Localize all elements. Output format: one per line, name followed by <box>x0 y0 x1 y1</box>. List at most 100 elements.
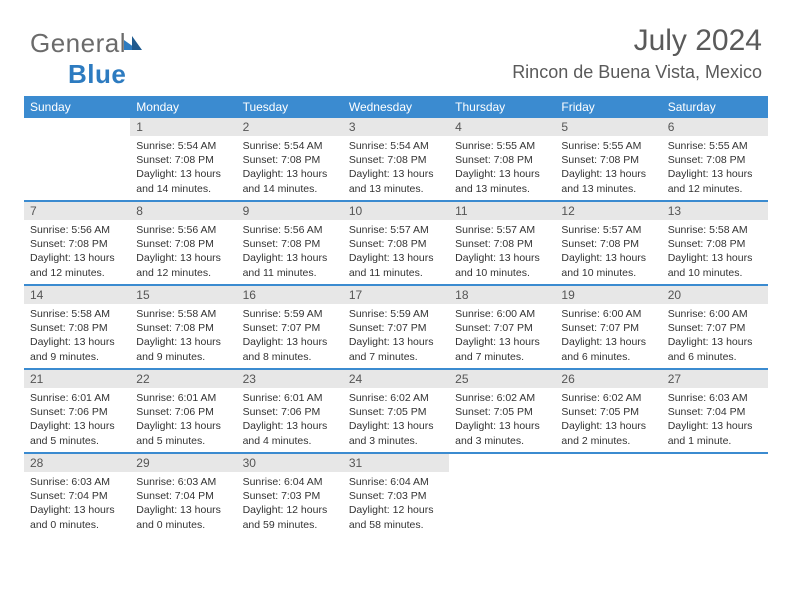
page-title: July 2024 <box>512 24 762 58</box>
day-details: Sunrise: 5:57 AMSunset: 7:08 PMDaylight:… <box>555 220 661 284</box>
calendar-cell: 28Sunrise: 6:03 AMSunset: 7:04 PMDayligh… <box>24 454 130 536</box>
calendar-cell: 3Sunrise: 5:54 AMSunset: 7:08 PMDaylight… <box>343 118 449 200</box>
day-number: 31 <box>343 454 449 472</box>
page-subtitle: Rincon de Buena Vista, Mexico <box>512 62 762 83</box>
day-details: Sunrise: 5:56 AMSunset: 7:08 PMDaylight:… <box>237 220 343 284</box>
day-details: Sunrise: 6:01 AMSunset: 7:06 PMDaylight:… <box>130 388 236 452</box>
calendar-cell: 31Sunrise: 6:04 AMSunset: 7:03 PMDayligh… <box>343 454 449 536</box>
day-number <box>555 454 661 472</box>
calendar-cell <box>24 118 130 200</box>
day-header-sunday: Sunday <box>24 96 130 118</box>
calendar-cell: 14Sunrise: 5:58 AMSunset: 7:08 PMDayligh… <box>24 286 130 368</box>
day-details: Sunrise: 5:56 AMSunset: 7:08 PMDaylight:… <box>130 220 236 284</box>
day-number: 4 <box>449 118 555 136</box>
day-details: Sunrise: 6:02 AMSunset: 7:05 PMDaylight:… <box>343 388 449 452</box>
calendar-cell: 16Sunrise: 5:59 AMSunset: 7:07 PMDayligh… <box>237 286 343 368</box>
title-block: July 2024 Rincon de Buena Vista, Mexico <box>512 24 762 83</box>
day-number: 18 <box>449 286 555 304</box>
day-details: Sunrise: 5:54 AMSunset: 7:08 PMDaylight:… <box>343 136 449 200</box>
day-header-wednesday: Wednesday <box>343 96 449 118</box>
calendar-cell: 9Sunrise: 5:56 AMSunset: 7:08 PMDaylight… <box>237 202 343 284</box>
week-row: 7Sunrise: 5:56 AMSunset: 7:08 PMDaylight… <box>24 202 768 286</box>
day-number: 11 <box>449 202 555 220</box>
calendar-cell: 11Sunrise: 5:57 AMSunset: 7:08 PMDayligh… <box>449 202 555 284</box>
calendar-cell: 30Sunrise: 6:04 AMSunset: 7:03 PMDayligh… <box>237 454 343 536</box>
day-number: 1 <box>130 118 236 136</box>
day-details <box>24 136 130 143</box>
calendar-cell: 12Sunrise: 5:57 AMSunset: 7:08 PMDayligh… <box>555 202 661 284</box>
day-number: 27 <box>662 370 768 388</box>
day-details: Sunrise: 5:58 AMSunset: 7:08 PMDaylight:… <box>130 304 236 368</box>
day-details: Sunrise: 6:01 AMSunset: 7:06 PMDaylight:… <box>237 388 343 452</box>
logo-triangle2-icon <box>132 36 142 50</box>
day-details: Sunrise: 5:59 AMSunset: 7:07 PMDaylight:… <box>237 304 343 368</box>
day-details: Sunrise: 6:00 AMSunset: 7:07 PMDaylight:… <box>449 304 555 368</box>
calendar-cell: 19Sunrise: 6:00 AMSunset: 7:07 PMDayligh… <box>555 286 661 368</box>
day-number: 19 <box>555 286 661 304</box>
day-number: 8 <box>130 202 236 220</box>
day-number: 5 <box>555 118 661 136</box>
day-number: 7 <box>24 202 130 220</box>
week-row: 14Sunrise: 5:58 AMSunset: 7:08 PMDayligh… <box>24 286 768 370</box>
day-number: 26 <box>555 370 661 388</box>
header: General Blue July 2024 Rincon de Buena V… <box>24 20 768 92</box>
calendar-cell: 5Sunrise: 5:55 AMSunset: 7:08 PMDaylight… <box>555 118 661 200</box>
day-number: 13 <box>662 202 768 220</box>
day-details: Sunrise: 6:00 AMSunset: 7:07 PMDaylight:… <box>555 304 661 368</box>
day-details: Sunrise: 6:02 AMSunset: 7:05 PMDaylight:… <box>555 388 661 452</box>
day-details: Sunrise: 5:57 AMSunset: 7:08 PMDaylight:… <box>449 220 555 284</box>
day-number: 3 <box>343 118 449 136</box>
day-details: Sunrise: 6:03 AMSunset: 7:04 PMDaylight:… <box>662 388 768 452</box>
calendar-cell: 6Sunrise: 5:55 AMSunset: 7:08 PMDaylight… <box>662 118 768 200</box>
calendar-cell: 13Sunrise: 5:58 AMSunset: 7:08 PMDayligh… <box>662 202 768 284</box>
day-number: 17 <box>343 286 449 304</box>
day-details: Sunrise: 6:02 AMSunset: 7:05 PMDaylight:… <box>449 388 555 452</box>
calendar-cell: 24Sunrise: 6:02 AMSunset: 7:05 PMDayligh… <box>343 370 449 452</box>
logo: General Blue <box>30 28 142 90</box>
day-details: Sunrise: 5:54 AMSunset: 7:08 PMDaylight:… <box>130 136 236 200</box>
day-details: Sunrise: 5:57 AMSunset: 7:08 PMDaylight:… <box>343 220 449 284</box>
calendar-cell: 17Sunrise: 5:59 AMSunset: 7:07 PMDayligh… <box>343 286 449 368</box>
day-number: 15 <box>130 286 236 304</box>
day-number: 10 <box>343 202 449 220</box>
calendar-cell <box>449 454 555 536</box>
day-number: 2 <box>237 118 343 136</box>
day-details <box>555 472 661 479</box>
calendar-cell: 15Sunrise: 5:58 AMSunset: 7:08 PMDayligh… <box>130 286 236 368</box>
calendar-cell: 20Sunrise: 6:00 AMSunset: 7:07 PMDayligh… <box>662 286 768 368</box>
day-details <box>662 472 768 479</box>
day-number: 23 <box>237 370 343 388</box>
day-number: 16 <box>237 286 343 304</box>
day-details: Sunrise: 5:55 AMSunset: 7:08 PMDaylight:… <box>662 136 768 200</box>
day-number: 12 <box>555 202 661 220</box>
day-details: Sunrise: 5:58 AMSunset: 7:08 PMDaylight:… <box>662 220 768 284</box>
calendar-cell: 23Sunrise: 6:01 AMSunset: 7:06 PMDayligh… <box>237 370 343 452</box>
day-header-saturday: Saturday <box>662 96 768 118</box>
calendar-cell <box>555 454 661 536</box>
day-details: Sunrise: 5:55 AMSunset: 7:08 PMDaylight:… <box>449 136 555 200</box>
day-details: Sunrise: 5:55 AMSunset: 7:08 PMDaylight:… <box>555 136 661 200</box>
day-header-tuesday: Tuesday <box>237 96 343 118</box>
day-number: 22 <box>130 370 236 388</box>
day-details: Sunrise: 5:56 AMSunset: 7:08 PMDaylight:… <box>24 220 130 284</box>
calendar-cell: 7Sunrise: 5:56 AMSunset: 7:08 PMDaylight… <box>24 202 130 284</box>
day-number: 28 <box>24 454 130 472</box>
week-row: 28Sunrise: 6:03 AMSunset: 7:04 PMDayligh… <box>24 454 768 536</box>
calendar-cell: 21Sunrise: 6:01 AMSunset: 7:06 PMDayligh… <box>24 370 130 452</box>
calendar-cell: 4Sunrise: 5:55 AMSunset: 7:08 PMDaylight… <box>449 118 555 200</box>
calendar-cell: 27Sunrise: 6:03 AMSunset: 7:04 PMDayligh… <box>662 370 768 452</box>
day-details: Sunrise: 5:59 AMSunset: 7:07 PMDaylight:… <box>343 304 449 368</box>
calendar-cell: 2Sunrise: 5:54 AMSunset: 7:08 PMDaylight… <box>237 118 343 200</box>
calendar-cell: 1Sunrise: 5:54 AMSunset: 7:08 PMDaylight… <box>130 118 236 200</box>
logo-word1: General <box>30 28 126 58</box>
calendar-cell: 18Sunrise: 6:00 AMSunset: 7:07 PMDayligh… <box>449 286 555 368</box>
day-number: 20 <box>662 286 768 304</box>
calendar-cell: 26Sunrise: 6:02 AMSunset: 7:05 PMDayligh… <box>555 370 661 452</box>
calendar-cell: 22Sunrise: 6:01 AMSunset: 7:06 PMDayligh… <box>130 370 236 452</box>
logo-word2: Blue <box>68 59 126 89</box>
week-row: 21Sunrise: 6:01 AMSunset: 7:06 PMDayligh… <box>24 370 768 454</box>
day-details: Sunrise: 5:58 AMSunset: 7:08 PMDaylight:… <box>24 304 130 368</box>
calendar-cell: 10Sunrise: 5:57 AMSunset: 7:08 PMDayligh… <box>343 202 449 284</box>
day-number: 25 <box>449 370 555 388</box>
day-details: Sunrise: 6:03 AMSunset: 7:04 PMDaylight:… <box>130 472 236 536</box>
